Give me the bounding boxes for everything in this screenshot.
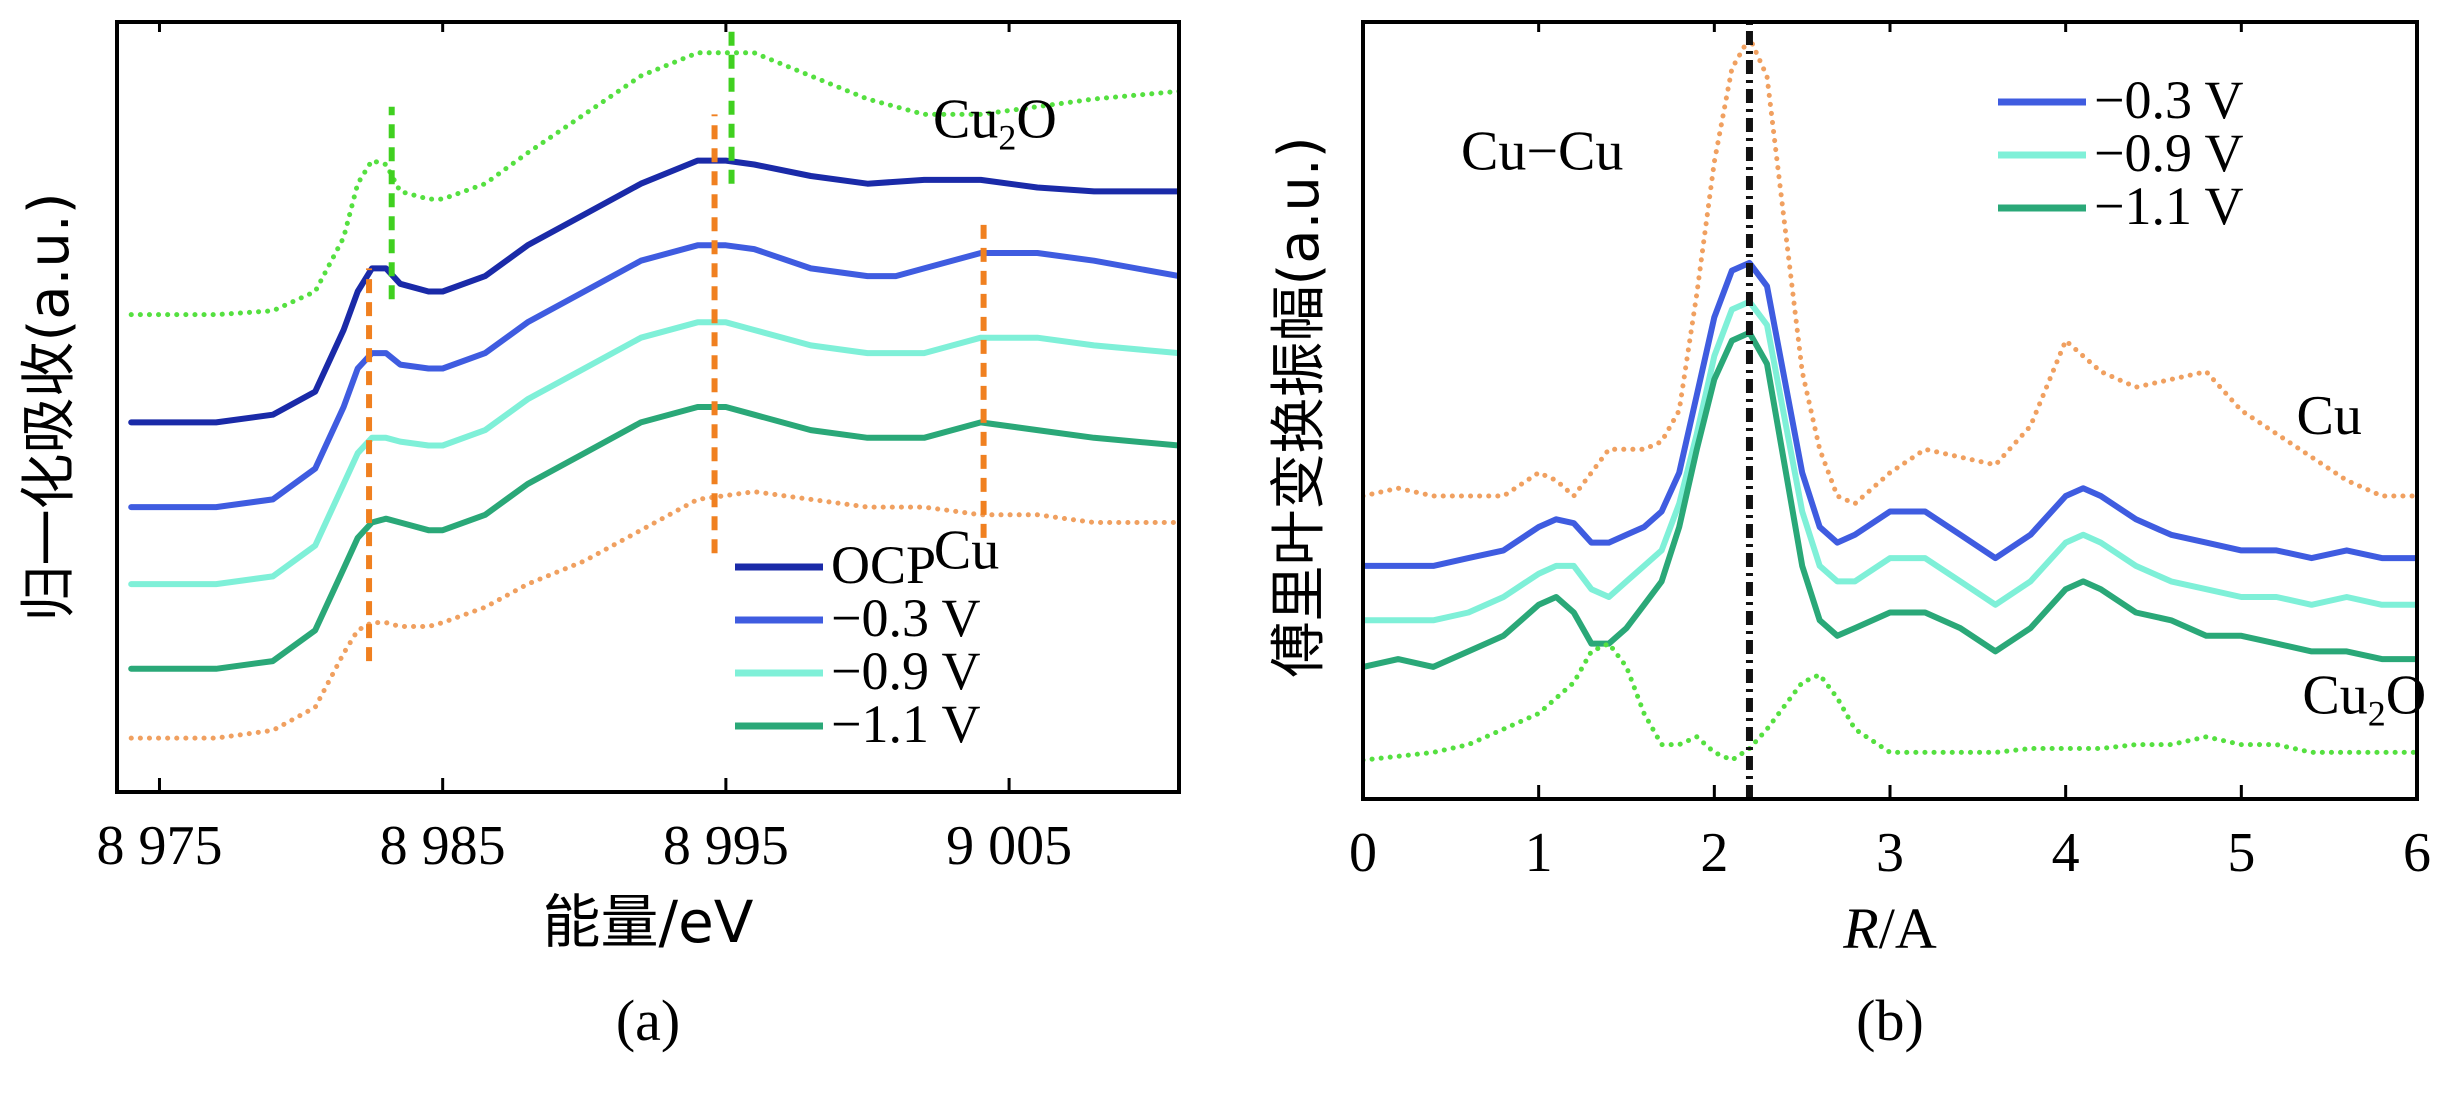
panel-a-caption: (a)	[616, 988, 680, 1053]
panel-a-x-ticks: 8 975 8 985 8 995 9 005	[96, 22, 1072, 877]
series-line-0.9-v	[1363, 298, 2417, 624]
x-tick-label-5: 5	[2227, 822, 2255, 884]
panel-a-xanes: Cu2O Cu 8 975 8 985 8 995 9 005 OCP−0.3 V−0.…	[17, 20, 1181, 1053]
x-tick-label-8-975: 8 975	[96, 815, 222, 877]
panel-b-ft-exafs: Cu Cu2O Cu−Cu 0 1 2 3 4 5 6 −0.3 V−0.9 V−1.1 V R…	[1267, 20, 2431, 1053]
panel-b-plot-area: Cu Cu2O Cu−Cu	[1363, 22, 2426, 799]
series-line-cu	[1363, 35, 2417, 507]
series-line-0.3-v	[1363, 259, 2417, 569]
series-line-cu2o	[128, 50, 1179, 318]
panel-b-caption: (b)	[1856, 988, 1924, 1053]
x-tick-label-3: 3	[1876, 822, 1904, 884]
series-line-ocp	[128, 157, 1179, 426]
x-tick-label-8-995: 8 995	[663, 815, 789, 877]
series-line-0.9-v	[128, 319, 1179, 588]
series-line-0.3-v	[128, 242, 1179, 511]
series-line-cu	[128, 489, 1179, 741]
x-tick-label-1: 1	[1525, 822, 1553, 884]
legend-label-0.3-v: −0.3 V	[831, 588, 980, 648]
series-line-1.1-v	[128, 404, 1179, 672]
x-tick-label-4: 4	[2052, 822, 2080, 884]
series-line-cu2o	[1363, 641, 2417, 763]
panel-b-x-ticks: 0 1 2 3 4 5 6	[1349, 22, 2431, 884]
series-label-cu2o: Cu2O	[2302, 665, 2426, 734]
legend-label-1.1-v: −1.1 V	[831, 694, 980, 754]
panel-a-plot-area: Cu2O Cu	[128, 29, 1179, 741]
panel-a-frame	[115, 20, 1181, 794]
series-label-cu: Cu	[934, 520, 999, 582]
legend-label-1.1-v: −1.1 V	[2094, 176, 2243, 236]
legend-label-ocp: OCP	[831, 535, 936, 595]
panel-a-y-axis-label: 归一化吸收(a.u.)	[17, 192, 82, 621]
legend-label-0.3-v: −0.3 V	[2094, 70, 2243, 130]
legend-label-0.9-v: −0.9 V	[2094, 123, 2243, 183]
series-label-cu2o: Cu2O	[933, 89, 1057, 158]
x-tick-label-0: 0	[1349, 822, 1377, 884]
panel-a-series-group	[128, 29, 1179, 741]
series-line-1.1-v	[1363, 329, 2417, 670]
panel-a-legend: OCP−0.3 V−0.9 V−1.1 V	[735, 535, 980, 754]
panel-b-y-axis-label: 傅里叶变换振幅(a.u.)	[1267, 136, 1332, 677]
panel-b-series-group	[1363, 22, 2417, 799]
x-tick-label-8-985: 8 985	[380, 815, 506, 877]
panel-b-x-axis-label: R/A	[1842, 896, 1937, 961]
panel-b-legend: −0.3 V−0.9 V−1.1 V	[1998, 70, 2243, 236]
x-tick-label-2: 2	[1700, 822, 1728, 884]
legend-label-0.9-v: −0.9 V	[831, 641, 980, 701]
x-tick-label-9-005: 9 005	[946, 815, 1072, 877]
annotation-cu-cu: Cu−Cu	[1461, 121, 1623, 183]
x-tick-label-6: 6	[2403, 822, 2431, 884]
panel-a-x-axis-label: 能量/eV	[543, 888, 754, 956]
series-label-cu: Cu	[2296, 385, 2361, 447]
